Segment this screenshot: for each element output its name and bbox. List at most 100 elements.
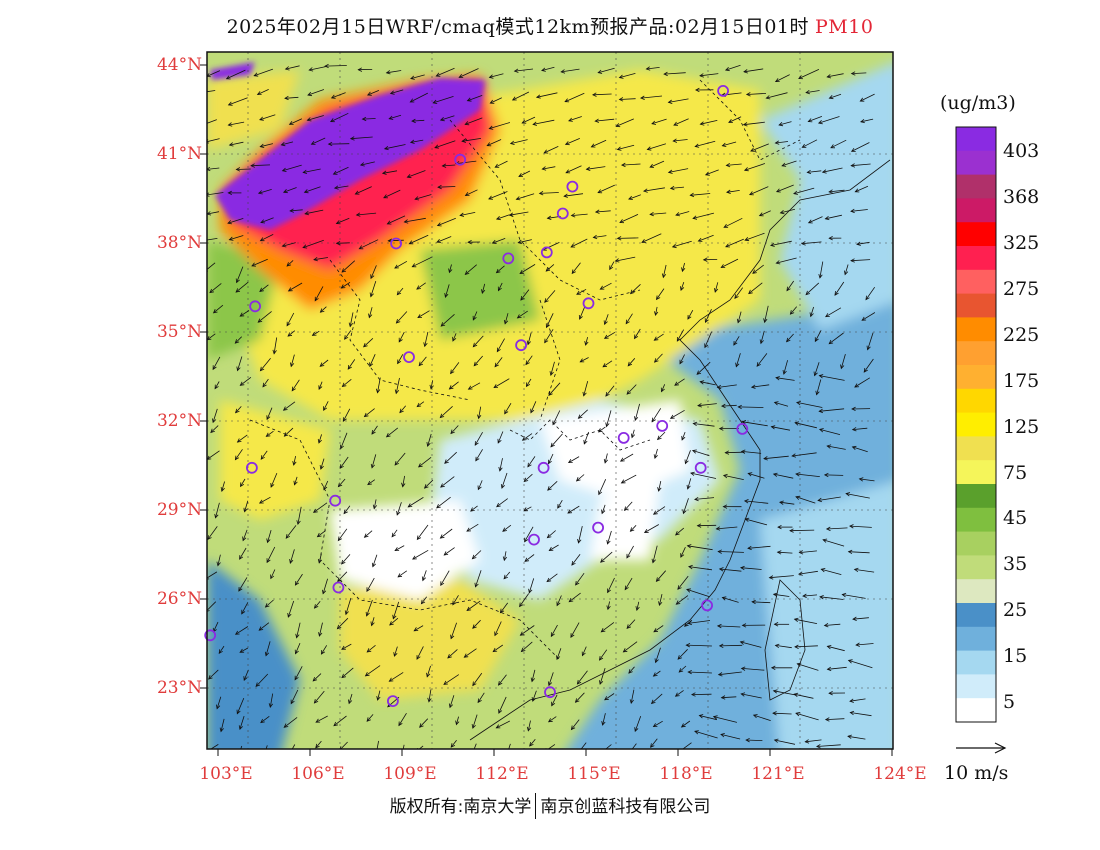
wind-arrow	[810, 306, 814, 317]
wind-arrow	[472, 672, 483, 686]
wind-arrow	[658, 481, 662, 492]
wind-arrow	[746, 93, 767, 95]
wind-arrow	[780, 208, 795, 214]
wind-arrow-head	[600, 628, 606, 633]
wind-arrow	[467, 95, 483, 102]
wind-arrow-head	[674, 381, 679, 386]
wind-arrow-head	[826, 666, 832, 672]
wind-arrow	[424, 331, 429, 347]
wind-arrow	[236, 697, 245, 714]
wind-arrow-head	[335, 241, 341, 246]
wind-arrow-head	[590, 143, 596, 148]
southwest-blue-area	[207, 560, 300, 749]
wind-arrow-head	[524, 557, 530, 562]
wind-arrow-head	[795, 712, 801, 717]
wind-arrow	[634, 403, 640, 421]
wind-arrow-head	[324, 63, 329, 69]
wind-arrow	[416, 282, 426, 290]
wind-arrow	[842, 594, 866, 599]
wind-arrow	[742, 421, 768, 427]
wind-arrow-head	[317, 558, 323, 564]
wind-arrow	[604, 693, 615, 701]
wind-arrow	[636, 601, 640, 611]
wind-arrow-head	[577, 538, 582, 544]
colorbar-swatch	[956, 222, 996, 247]
wind-arrow	[704, 331, 712, 348]
wind-arrow	[847, 735, 866, 740]
wind-arrow-head	[495, 216, 501, 221]
wind-arrow-head	[389, 90, 395, 95]
wind-arrow	[867, 332, 874, 350]
wind-arrow	[407, 497, 424, 508]
wind-arrow-head	[691, 692, 696, 697]
wind-arrow	[682, 262, 685, 272]
wind-arrow	[289, 118, 303, 125]
wind-arrow	[627, 358, 636, 367]
wind-arrow-head	[653, 336, 659, 341]
dust-plume-purple	[215, 78, 485, 230]
wind-arrow-head	[450, 743, 456, 748]
wind-arrow	[290, 209, 303, 212]
wind-arrow-head	[259, 366, 265, 372]
lon-label-115: 115°E	[567, 764, 621, 784]
wind-arrow-head	[605, 422, 610, 428]
wind-arrow	[372, 554, 378, 567]
wind-arrow-head	[743, 167, 749, 172]
wind-arrow	[679, 354, 685, 364]
wind-arrow-head	[497, 438, 502, 444]
wind-arrow-head	[419, 723, 424, 728]
wind-arrow	[291, 379, 300, 391]
wind-arrow	[404, 217, 426, 223]
wind-arrow	[601, 622, 615, 633]
wind-arrow-head	[363, 533, 369, 538]
lat-label-38: 38°N	[156, 233, 202, 253]
wind-arrow	[544, 290, 556, 303]
wind-arrow	[652, 545, 658, 563]
wind-arrow	[390, 89, 404, 94]
wind-arrow-head	[448, 703, 454, 709]
colorbar-swatch	[956, 246, 996, 271]
wind-arrow	[795, 422, 817, 429]
wind-arrow	[213, 621, 219, 633]
wind-arrow-head	[227, 122, 233, 127]
wind-arrow	[366, 577, 375, 592]
colorbar-swatch	[956, 650, 996, 675]
wind-arrow	[690, 472, 717, 479]
wind-arrow	[829, 93, 842, 99]
wind-arrow-head	[546, 215, 552, 220]
wind-arrow	[341, 554, 351, 565]
wind-arrow-head	[266, 538, 271, 544]
wind-arrow	[799, 550, 817, 553]
wind-arrow	[410, 92, 428, 103]
wind-arrow-head	[775, 188, 781, 193]
wind-arrow	[472, 311, 478, 321]
wind-arrow	[690, 193, 711, 196]
wind-arrow-head	[426, 442, 431, 447]
wind-arrow	[744, 232, 765, 241]
wind-arrow-head	[411, 263, 417, 268]
wind-arrow	[481, 283, 486, 294]
wind-arrow-head	[235, 288, 241, 293]
wind-arrow-head	[776, 550, 782, 555]
wind-arrow	[348, 693, 353, 704]
wind-arrow	[341, 281, 351, 289]
wind-arrow-head	[603, 334, 609, 339]
wind-arrow-head	[548, 391, 553, 396]
wind-arrow-head	[712, 715, 718, 720]
wind-arrow	[445, 284, 450, 298]
wind-arrow-head	[825, 313, 830, 318]
wind-arrow	[440, 406, 453, 418]
wind-arrow-head	[207, 535, 212, 541]
wind-arrow-head	[694, 143, 700, 148]
wind-arrow	[647, 143, 667, 150]
wind-arrow	[402, 475, 405, 487]
wind-arrow-head	[521, 119, 527, 124]
wind-arrow	[478, 406, 482, 419]
wind-arrow-head	[765, 95, 771, 100]
wind-arrow-head	[440, 322, 446, 327]
wind-arrow-head	[307, 91, 313, 97]
wind-arrow-head	[348, 322, 354, 328]
wind-arrow-head	[319, 465, 324, 470]
wind-arrow	[428, 689, 432, 702]
wind-arrow	[520, 289, 530, 301]
